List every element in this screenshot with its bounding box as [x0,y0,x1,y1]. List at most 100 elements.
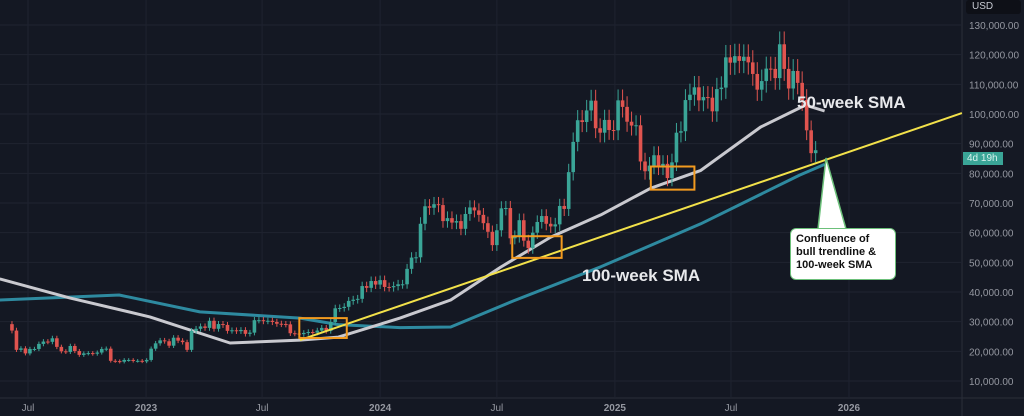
candle [113,359,118,363]
candle-body [454,221,459,223]
candle-body [225,324,230,331]
candle [418,217,423,263]
candle [742,44,746,74]
candle [539,209,544,229]
candle-body [117,361,122,363]
candle-body [77,351,82,355]
candle [670,153,674,187]
currency-label[interactable]: USD [966,0,1021,14]
candle-body [665,163,670,179]
candle-body [526,240,531,249]
candle [261,317,266,325]
candle-body [270,320,275,322]
candle-body [566,172,571,209]
candle [230,327,234,334]
candle [495,223,499,251]
candle [728,44,733,75]
candle-body [513,236,517,239]
candle [64,349,68,354]
candle-body [315,330,320,333]
candle [513,230,517,245]
candle [697,75,701,112]
candle-body [602,119,607,133]
candle [144,358,149,364]
candle [288,321,293,336]
candle-body [328,321,333,331]
candle-body [212,320,216,329]
candle [248,329,252,337]
candle-body [777,44,782,79]
candle-body [804,100,809,131]
candle-body [674,132,679,163]
price-tick-label: 80,000.00 [969,169,1014,180]
candle [77,348,82,357]
candle [391,281,396,292]
candle [364,281,369,293]
candle [149,346,153,362]
candle [306,329,311,336]
candle-body [742,56,746,61]
candle [414,251,418,263]
candle [369,276,373,293]
candle-body [445,218,450,222]
candle-body [580,120,584,123]
candle-body [176,337,180,341]
candle-body [683,100,688,132]
candle [733,43,737,75]
candle-body [522,220,526,241]
candle-body [95,352,100,354]
candle [400,279,405,289]
candle-body [495,230,499,246]
candle [459,214,463,236]
candle-body [463,213,468,229]
candle [661,155,665,176]
candle-body [679,131,683,133]
candle [216,321,221,332]
candle [652,146,656,175]
candle [656,146,661,176]
candle-body [786,68,791,89]
candle [746,44,751,75]
candle-body [310,332,315,334]
candle-body [234,330,239,332]
candle-body [755,73,760,90]
candle [504,200,508,216]
candle-body [562,205,567,209]
candle-body [692,87,697,95]
candle-body [589,100,593,111]
candle-body [162,340,167,342]
candle [252,317,257,336]
candle-body [90,353,95,355]
candle-body [800,82,804,101]
time-tick-label: Jul [256,403,269,414]
candle [553,217,558,233]
candle-body [670,162,674,179]
candle-body [198,326,203,329]
candle [463,207,468,236]
candle-body [82,353,86,355]
candle [522,213,526,247]
candle-body [548,223,553,227]
candle-body [369,281,373,288]
candle-body [284,324,288,326]
candle [715,77,719,122]
candle-body [759,81,764,90]
price-tick-label: 90,000.00 [969,140,1014,151]
candle [530,226,535,254]
sma-50-week-line [0,103,826,345]
candle-body [557,205,562,225]
candle [275,318,279,327]
candle [432,196,436,215]
price-tick-label: 10,000.00 [969,377,1014,388]
time-tick-label: Jul [490,403,503,414]
candle [270,317,275,326]
candle-body [535,221,540,233]
candle-body [598,128,602,133]
candle [607,109,611,140]
candle-body [14,330,19,350]
candle-body [750,62,755,74]
candle [37,341,41,352]
candle-body [584,110,589,123]
candle-body [477,210,481,215]
